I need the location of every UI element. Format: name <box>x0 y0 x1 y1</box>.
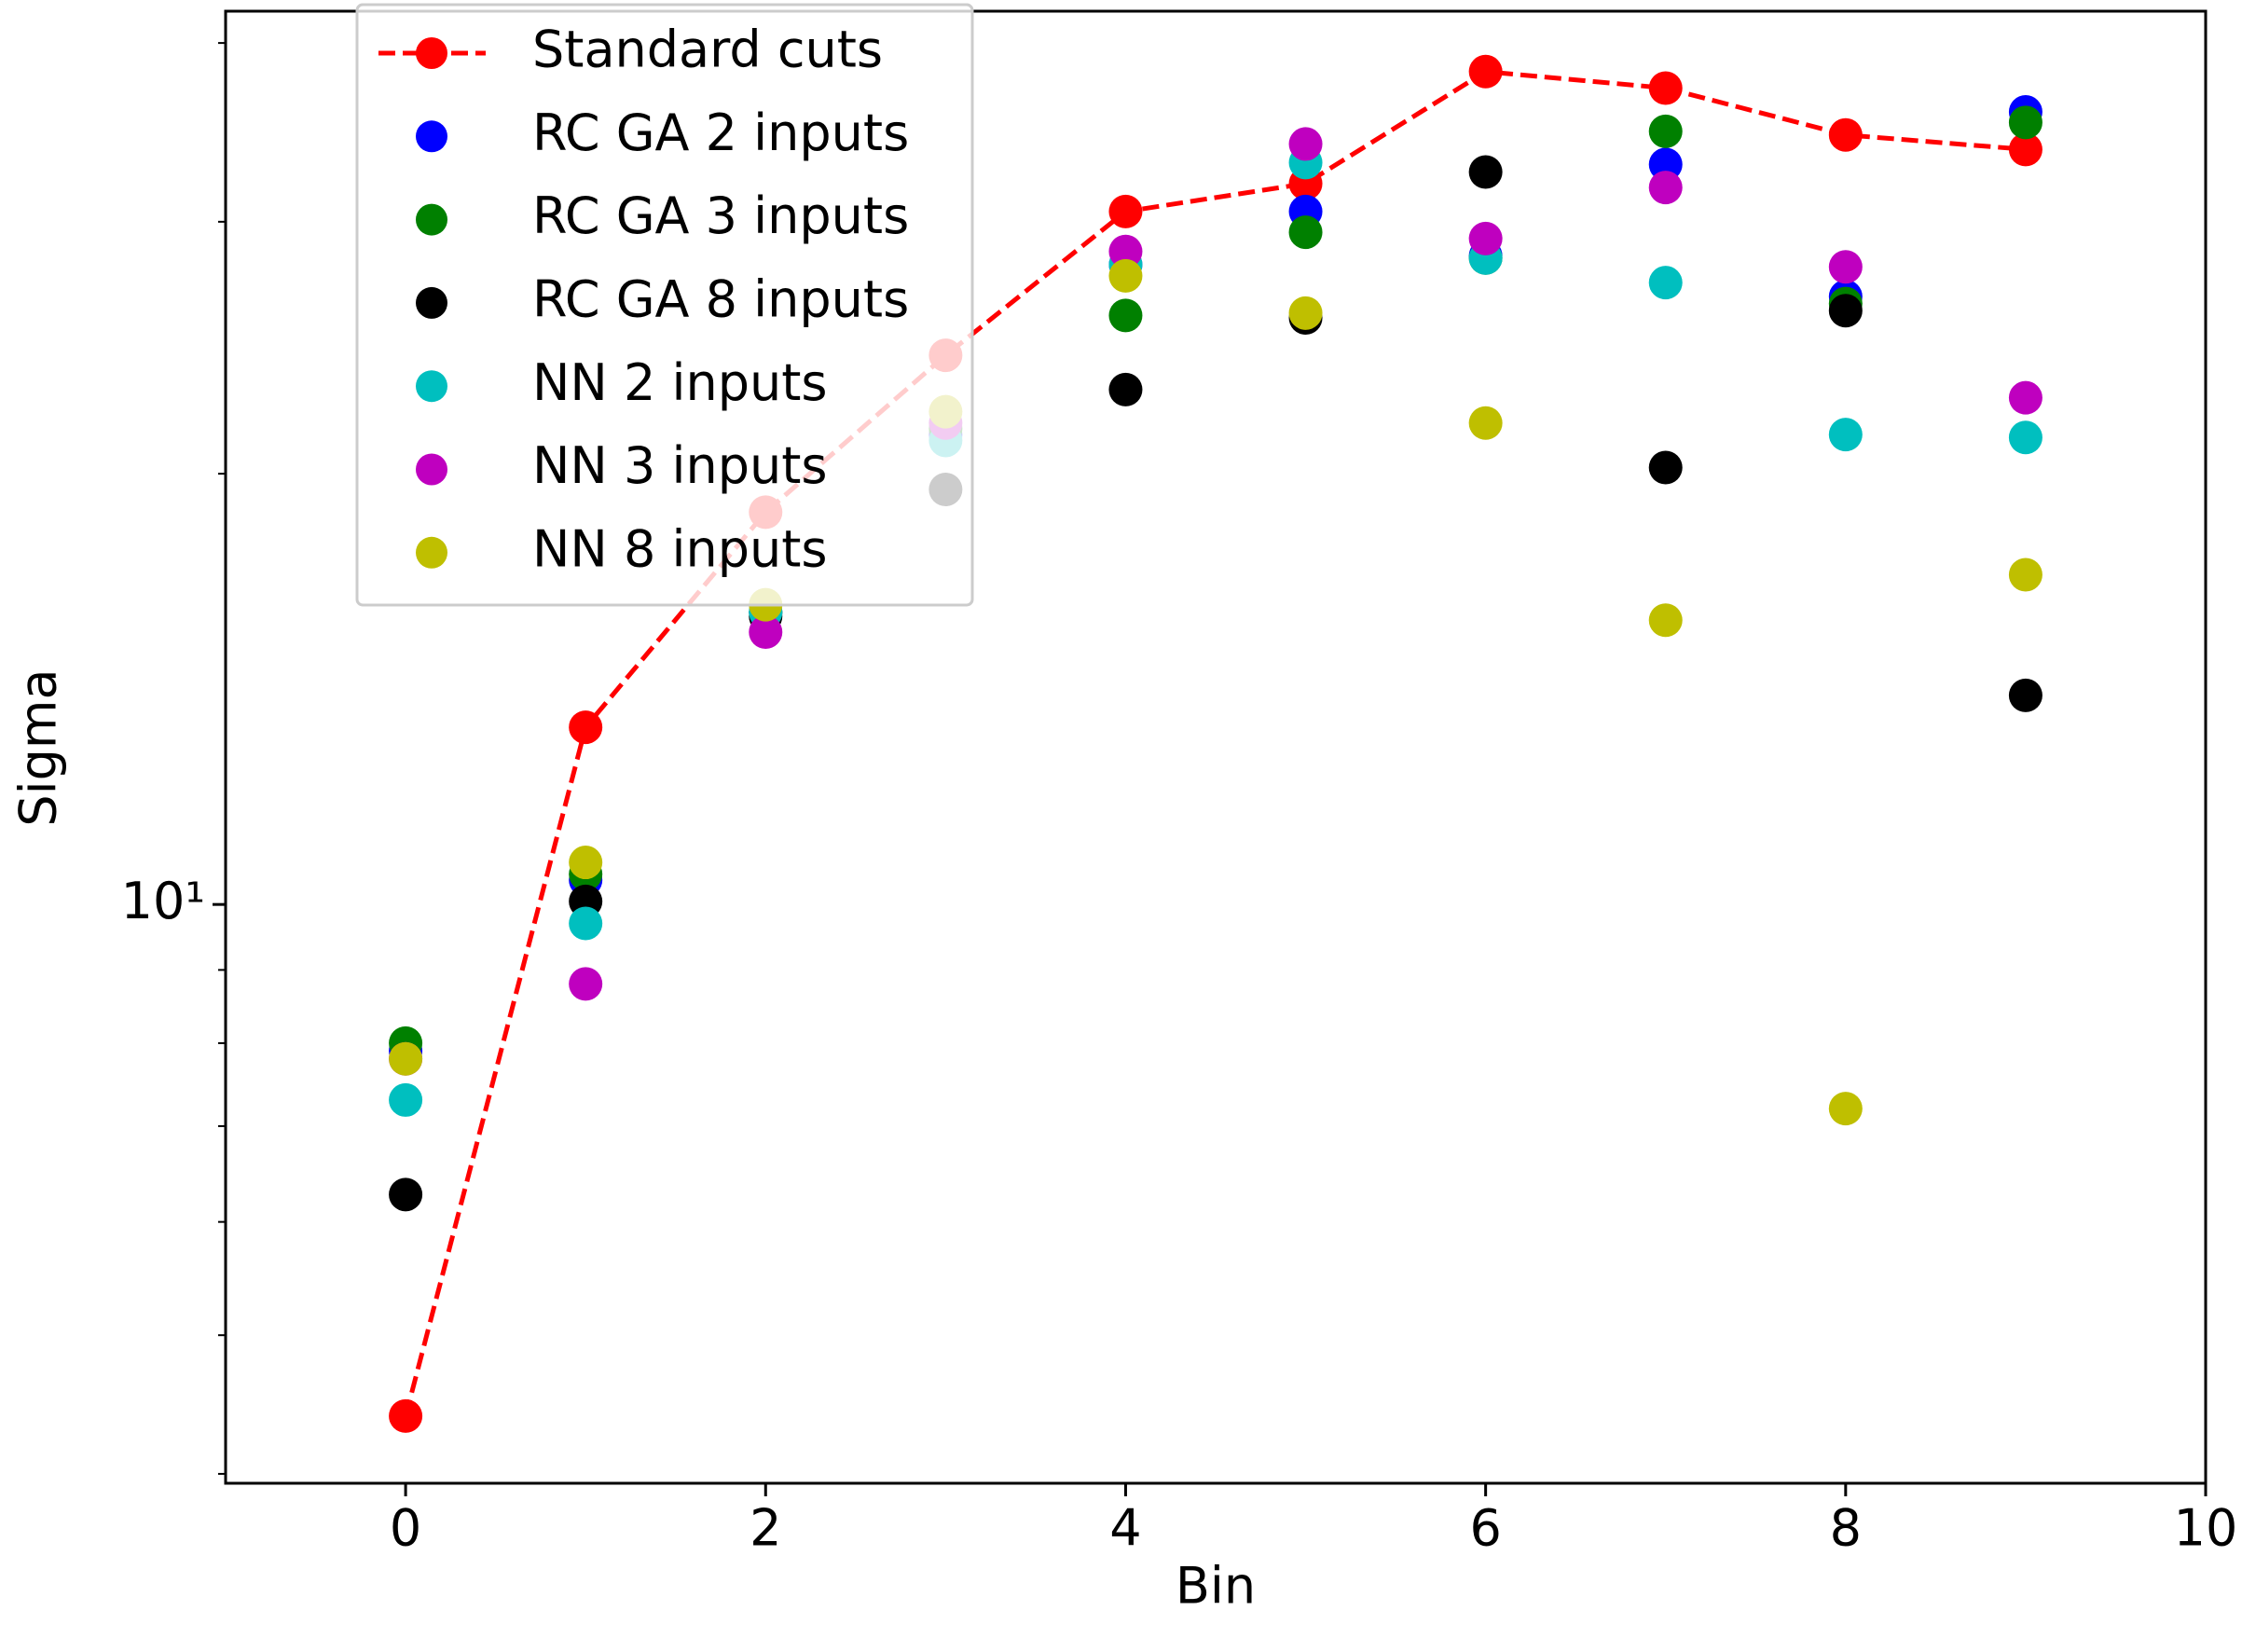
legend-label: RC GA 8 inputs <box>532 270 909 329</box>
y-axis-label: Sigma <box>9 668 68 826</box>
data-point <box>1108 258 1143 293</box>
data-point <box>1648 147 1683 182</box>
data-point <box>569 846 603 880</box>
data-point <box>1648 450 1683 485</box>
x-tick-label: 10 <box>2174 1499 2238 1558</box>
data-point <box>1108 234 1143 268</box>
legend-label: RC GA 2 inputs <box>532 103 909 162</box>
data-point <box>1648 603 1683 638</box>
data-point <box>569 906 603 941</box>
data-point <box>389 1041 423 1076</box>
legend-marker <box>416 203 447 236</box>
x-axis-label: Bin <box>1176 1557 1256 1616</box>
data-point <box>1288 127 1323 161</box>
data-point <box>569 710 603 745</box>
legend-marker <box>416 120 447 153</box>
data-point <box>2008 420 2043 455</box>
legend-marker <box>416 453 447 486</box>
data-point <box>1648 71 1683 105</box>
y-tick-label: 10¹ <box>121 872 205 930</box>
data-point <box>1828 250 1863 284</box>
x-tick-label: 6 <box>1469 1499 1501 1558</box>
data-point <box>1828 294 1863 328</box>
data-point <box>2008 105 2043 140</box>
data-point <box>2008 558 2043 592</box>
data-point <box>1648 114 1683 148</box>
data-point <box>1468 155 1503 189</box>
data-point <box>1108 298 1143 333</box>
data-point <box>1288 215 1323 250</box>
x-tick-label: 2 <box>750 1499 781 1558</box>
data-point <box>1468 406 1503 440</box>
data-point <box>1108 372 1143 406</box>
legend-label: NN 3 inputs <box>532 436 828 495</box>
data-point <box>2008 380 2043 415</box>
legend-label: NN 2 inputs <box>532 353 828 412</box>
data-point <box>1648 171 1683 205</box>
legend-marker <box>416 37 447 69</box>
legend-marker <box>416 370 447 403</box>
legend-label: NN 8 inputs <box>532 519 828 578</box>
data-point <box>1468 221 1503 255</box>
x-tick-label: 8 <box>1830 1499 1862 1558</box>
data-point <box>1828 1092 1863 1126</box>
data-point <box>1288 296 1323 330</box>
legend-label: RC GA 3 inputs <box>532 186 909 245</box>
legend-marker <box>416 286 447 319</box>
data-point <box>389 1082 423 1117</box>
data-point <box>1468 54 1503 89</box>
legend-marker <box>416 536 447 569</box>
data-point <box>1828 117 1863 152</box>
data-point <box>749 615 783 650</box>
data-point <box>1828 418 1863 452</box>
data-point <box>569 967 603 1001</box>
data-point <box>1648 266 1683 300</box>
plot-frame <box>224 9 2208 1485</box>
x-tick-label: 4 <box>1109 1499 1141 1558</box>
legend: Standard cuts RC GA 2 inputs RC GA 3 input… <box>355 3 974 607</box>
x-tick-label: 0 <box>390 1499 421 1558</box>
data-point <box>1108 194 1143 228</box>
data-point <box>389 1398 423 1433</box>
legend-box <box>355 3 974 607</box>
legend-label: Standard cuts <box>532 21 883 79</box>
data-point <box>389 1177 423 1212</box>
series-line <box>403 69 2027 1417</box>
data-point <box>2008 132 2043 167</box>
data-point <box>2008 678 2043 712</box>
